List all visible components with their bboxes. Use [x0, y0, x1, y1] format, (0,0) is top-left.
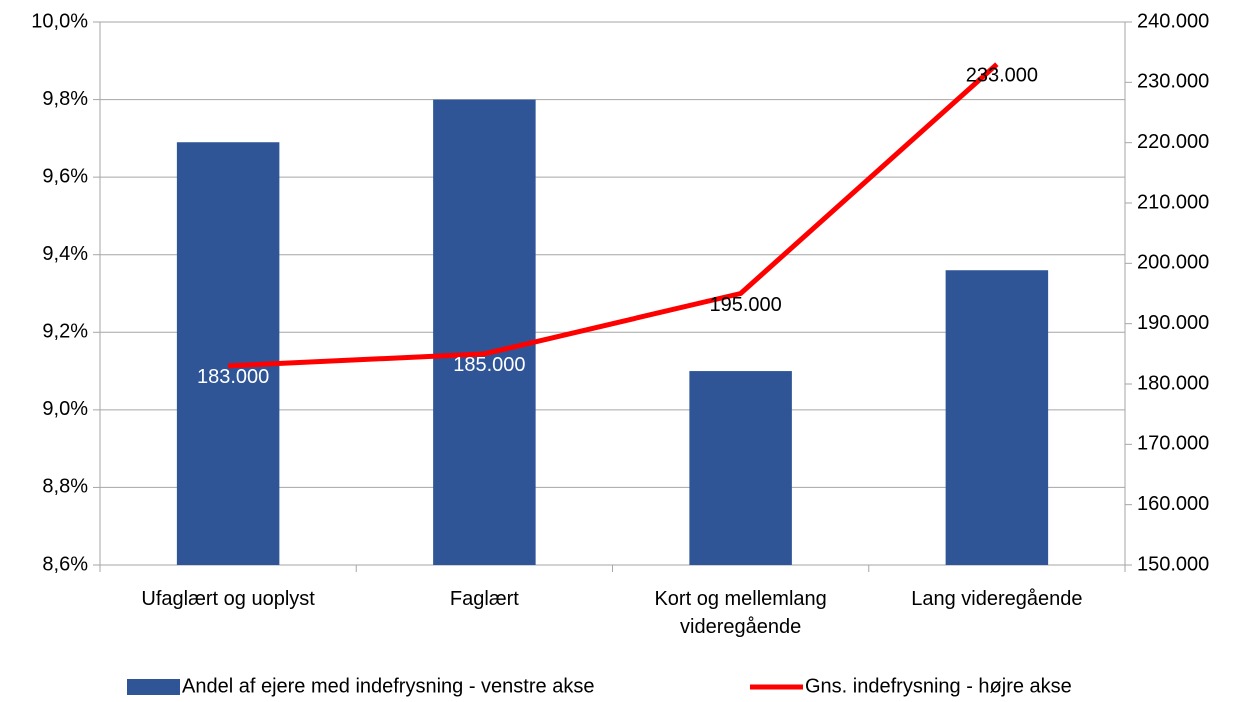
y2-tick-label: 200.000: [1137, 252, 1209, 274]
y-tick-label: 10,0%: [31, 10, 88, 32]
data-label: 195.000: [709, 294, 781, 316]
data-label: 185.000: [453, 354, 525, 376]
legend-label: Andel af ejere med indefrysning - venstr…: [182, 675, 594, 697]
y-tick-label: 9,4%: [42, 243, 88, 265]
y2-tick-label: 170.000: [1137, 433, 1209, 455]
data-label: 233.000: [966, 65, 1038, 87]
legend-label: Gns. indefrysning - højre akse: [805, 675, 1072, 697]
y2-tick-label: 240.000: [1137, 10, 1209, 32]
y-tick-label: 8,6%: [42, 553, 88, 575]
y2-tick-label: 230.000: [1137, 71, 1209, 93]
data-label: 183.000: [197, 366, 269, 388]
y2-tick-label: 190.000: [1137, 312, 1209, 334]
bar: [176, 142, 280, 565]
y2-tick-label: 150.000: [1137, 553, 1209, 575]
y-tick-label: 9,2%: [42, 321, 88, 343]
x-tick-label: Lang videregående: [911, 588, 1083, 610]
y2-tick-label: 160.000: [1137, 493, 1209, 515]
y2-tick-label: 180.000: [1137, 372, 1209, 394]
x-tick-label: Ufaglært og uoplyst: [141, 588, 315, 610]
y2-tick-label: 210.000: [1137, 191, 1209, 213]
bar: [433, 99, 536, 566]
line: [228, 62, 999, 369]
legend-swatch: [127, 679, 180, 695]
bar: [945, 270, 1049, 565]
y-tick-label: 9,6%: [42, 165, 88, 187]
y-tick-label: 8,8%: [42, 476, 88, 498]
bar: [689, 371, 792, 565]
x-tick-label: Kort og mellemlang videregående: [654, 588, 827, 638]
y-tick-label: 9,8%: [42, 88, 88, 110]
y2-tick-label: 220.000: [1137, 131, 1209, 153]
y-tick-label: 9,0%: [42, 398, 88, 420]
x-tick-label: Faglært: [449, 588, 519, 610]
